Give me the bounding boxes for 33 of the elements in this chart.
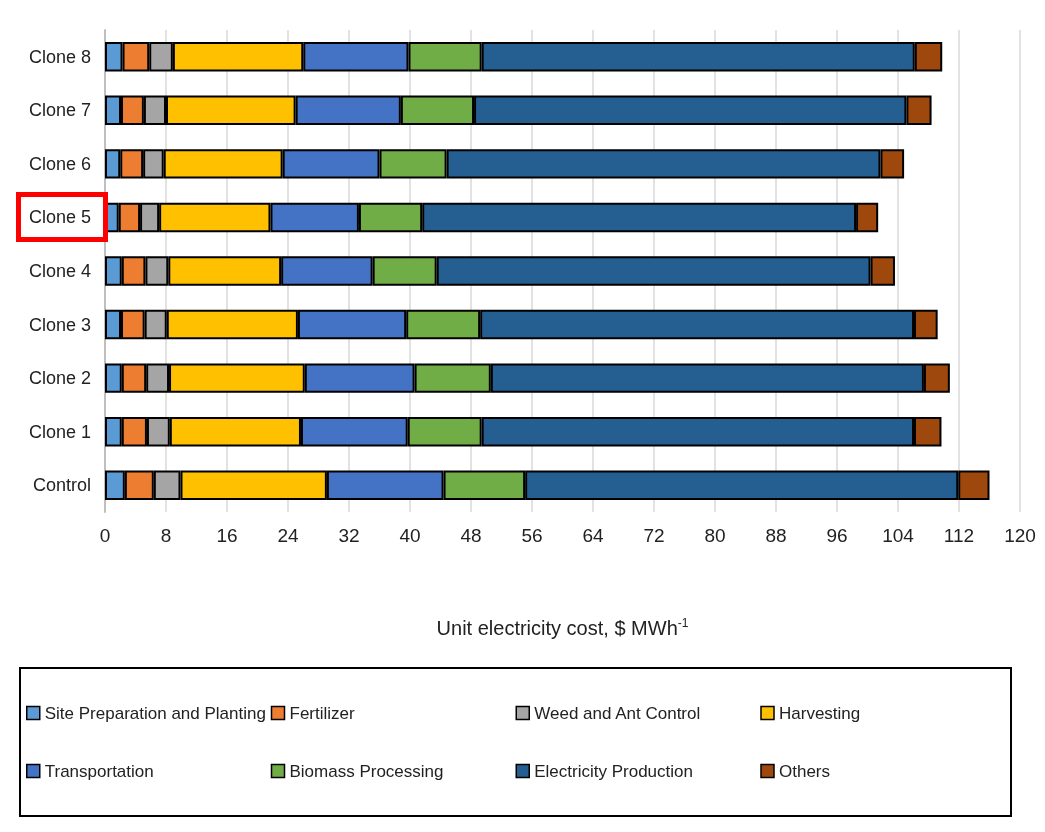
x-tick-label: 8: [160, 525, 172, 546]
y-tick-label: Clone 8: [28, 46, 91, 67]
x-tick-label: 40: [399, 525, 421, 546]
x-tick-label: 0: [99, 525, 111, 546]
x-tick-label: 80: [704, 525, 726, 546]
x-tick-label: 88: [765, 525, 787, 546]
legend-label: Site Preparation and Planting: [44, 703, 266, 723]
x-tick-label: 104: [882, 525, 915, 546]
legend-label: Weed and Ant Control: [534, 703, 701, 723]
legend-label: Electricity Production: [534, 761, 693, 781]
y-tick-label: Clone 1: [28, 421, 91, 442]
y-tick-label: Clone 5: [28, 207, 91, 228]
x-tick-label: 96: [826, 525, 848, 546]
x-tick-label: 24: [277, 525, 299, 546]
x-tick-label: 48: [460, 525, 482, 546]
y-tick-label: Clone 4: [28, 261, 91, 281]
x-tick-label: 120: [1004, 525, 1036, 546]
x-tick-label: 32: [338, 525, 360, 546]
x-tick-label: 72: [643, 525, 665, 546]
legend-label: Fertilizer: [289, 703, 356, 723]
x-tick-label: 56: [521, 525, 543, 546]
y-tick-label: Control: [32, 475, 91, 496]
y-tick-label: Clone 2: [28, 368, 91, 389]
x-tick-label: 16: [216, 525, 238, 546]
legend-label: Transportation: [44, 761, 154, 781]
legend-label: Harvesting: [779, 703, 861, 723]
y-tick-label: Clone 7: [28, 100, 91, 121]
x-tick-label: 112: [943, 525, 975, 546]
y-tick-label: Clone 6: [28, 153, 91, 174]
y-tick-label: Clone 3: [28, 314, 91, 335]
x-tick-label: 64: [582, 525, 604, 546]
legend-label: Others: [779, 761, 831, 781]
legend-label: Biomass Processing: [289, 761, 444, 781]
